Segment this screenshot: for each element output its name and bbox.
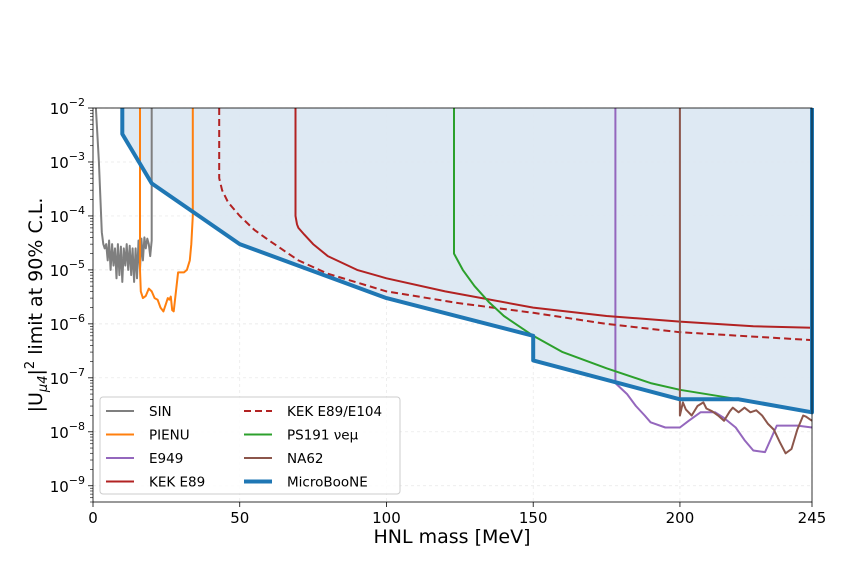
plot-frame xyxy=(92,107,813,503)
legend: SIN PIENU E949 KEK E89 KEK E89/E104 PS191 νeμ… xyxy=(99,396,401,495)
x-tick-label: 200 xyxy=(666,509,695,527)
series-microboone xyxy=(120,108,814,415)
x-tick-label: 0 xyxy=(88,509,98,527)
x-tick-label: 100 xyxy=(372,509,401,527)
y-tick-label: 10−7 xyxy=(50,366,85,388)
legend-label: KEK E89 xyxy=(149,475,205,491)
series-e949 xyxy=(614,108,813,454)
y-tick-label: 10−8 xyxy=(50,420,85,442)
legend-box xyxy=(99,396,401,495)
legend-label: SIN xyxy=(149,404,172,420)
legend-label: PS191 νeμ xyxy=(287,428,359,444)
y-tick-label: 10−6 xyxy=(50,312,85,334)
legend-label: NA62 xyxy=(287,451,324,467)
x-tick-label: 150 xyxy=(519,509,548,527)
y-tick-label: 10−3 xyxy=(50,150,85,172)
series-na62 xyxy=(678,108,813,455)
axis-ticks: 0 50 100 150 200 245 10−2 10−3 10−4 10−5 10−6 10−7 1… xyxy=(50,96,827,527)
y-tick-label: 10−2 xyxy=(50,96,85,118)
x-tick-label: 245 xyxy=(798,509,827,527)
y-tick-label: 10−9 xyxy=(50,474,85,496)
x-tick-label: 50 xyxy=(230,509,249,527)
y-tick-label: 10−5 xyxy=(50,258,85,280)
series-sin xyxy=(94,107,153,283)
legend-label: E949 xyxy=(149,451,183,467)
x-axis-label: HNL mass [MeV] xyxy=(373,526,530,548)
y-tick-label: 10−4 xyxy=(50,204,85,226)
series-kek-e89-e104 xyxy=(218,108,813,342)
series-lines xyxy=(94,107,814,455)
excluded-region xyxy=(122,108,813,413)
legend-label: PIENU xyxy=(149,428,190,444)
microboone-excluded-fill xyxy=(122,108,813,413)
legend-label: MicroBooNE xyxy=(287,475,368,491)
y-axis-label: |Uμ4|2 limit at 90% C.L. xyxy=(23,198,51,413)
series-kek-e89 xyxy=(294,108,813,329)
legend-label: KEK E89/E104 xyxy=(287,404,382,420)
series-pienu xyxy=(139,108,194,313)
